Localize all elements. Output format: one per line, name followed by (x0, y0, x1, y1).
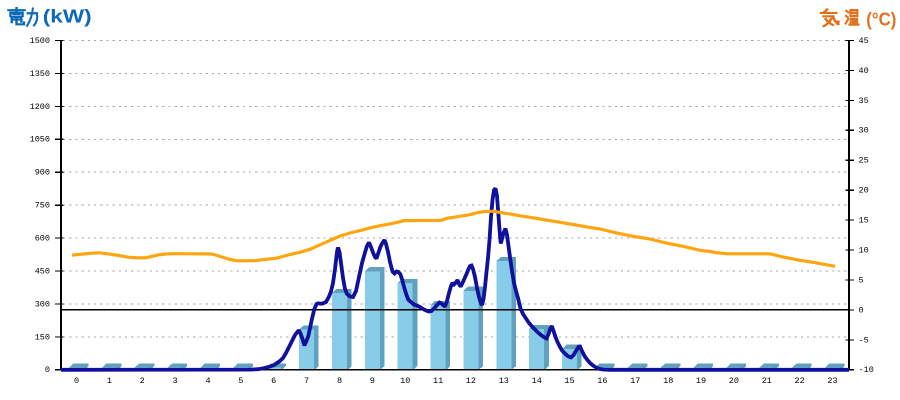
svg-text:150: 150 (35, 332, 50, 342)
svg-text:3: 3 (173, 376, 178, 386)
svg-text:6: 6 (271, 376, 276, 386)
svg-text:1200: 1200 (30, 102, 50, 112)
svg-text:25: 25 (859, 156, 869, 166)
svg-text:14: 14 (532, 376, 542, 386)
svg-text:(°C): (°C) (866, 9, 896, 29)
svg-text:10: 10 (400, 376, 410, 386)
svg-text:18: 18 (663, 376, 673, 386)
svg-text:45: 45 (859, 36, 869, 46)
svg-text:600: 600 (35, 234, 50, 244)
svg-text:17: 17 (630, 376, 640, 386)
svg-text:15: 15 (859, 216, 869, 226)
svg-text:1350: 1350 (30, 69, 50, 79)
svg-text:2: 2 (140, 376, 145, 386)
svg-text:1: 1 (107, 376, 112, 386)
svg-text:21: 21 (762, 376, 772, 386)
svg-text:12: 12 (466, 376, 476, 386)
svg-text:10: 10 (859, 246, 869, 256)
svg-text:35: 35 (859, 96, 869, 106)
svg-text:8: 8 (337, 376, 342, 386)
svg-text:7: 7 (304, 376, 309, 386)
svg-text:40: 40 (859, 66, 869, 76)
svg-text:19: 19 (696, 376, 706, 386)
svg-text:300: 300 (35, 299, 50, 309)
svg-text:1500: 1500 (30, 36, 50, 46)
svg-text:9: 9 (370, 376, 375, 386)
svg-text:30: 30 (859, 126, 869, 136)
svg-text:23: 23 (827, 376, 837, 386)
svg-text:-5: -5 (859, 335, 869, 345)
svg-text:20: 20 (729, 376, 739, 386)
svg-text:0: 0 (45, 365, 50, 375)
svg-text:750: 750 (35, 201, 50, 211)
svg-text:0: 0 (859, 305, 864, 315)
svg-text:22: 22 (794, 376, 804, 386)
svg-text:16: 16 (597, 376, 607, 386)
svg-text:-10: -10 (859, 365, 874, 375)
svg-text:5: 5 (859, 275, 864, 285)
svg-text:1050: 1050 (30, 135, 50, 145)
svg-text:0: 0 (74, 376, 79, 386)
svg-text:4: 4 (205, 376, 210, 386)
svg-text:11: 11 (433, 376, 443, 386)
svg-text:(kW): (kW) (43, 7, 92, 27)
svg-text:13: 13 (499, 376, 509, 386)
svg-text:5: 5 (238, 376, 243, 386)
svg-text:900: 900 (35, 168, 50, 178)
svg-text:20: 20 (859, 186, 869, 196)
svg-text:15: 15 (564, 376, 574, 386)
svg-text:450: 450 (35, 266, 50, 276)
